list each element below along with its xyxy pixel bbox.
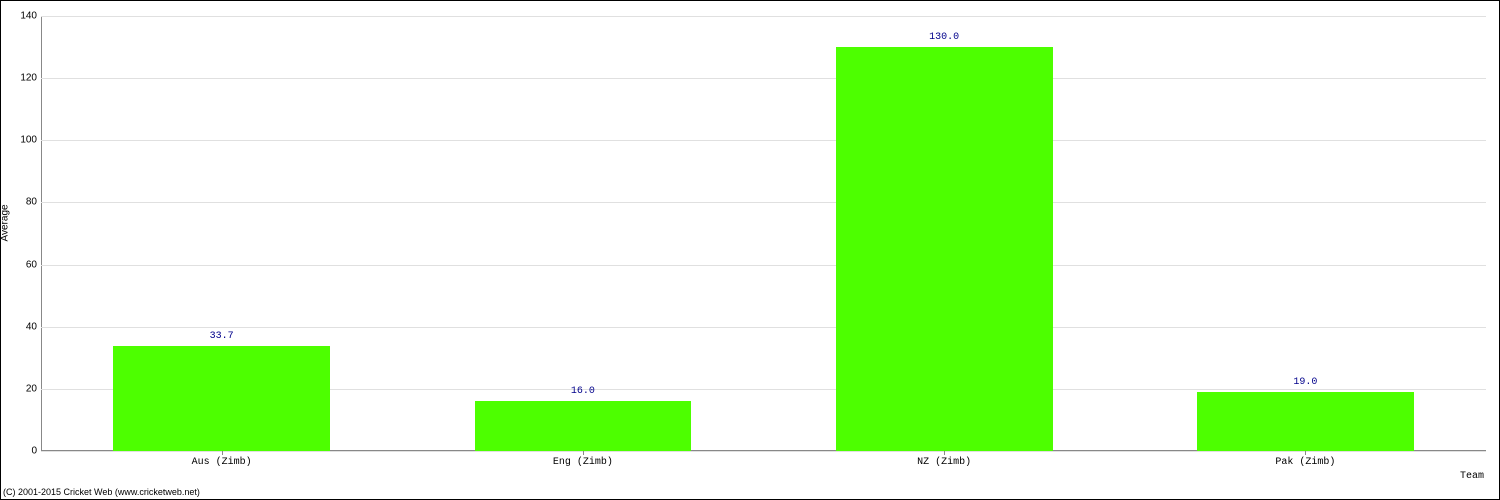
y-tick-label: 140 [20,11,37,22]
bar [1197,392,1414,451]
y-tick-label: 100 [20,135,37,146]
y-tick-label: 60 [26,259,37,270]
bar-value-label: 33.7 [210,331,234,342]
bar [836,47,1053,451]
gridline [41,202,1486,203]
gridline [41,140,1486,141]
chart-container: Average 020406080100120140 33.7Aus (Zimb… [0,0,1500,500]
x-tick-mark [222,451,223,455]
y-tick-label: 80 [26,197,37,208]
gridline [41,16,1486,17]
x-tick-mark [583,451,584,455]
bar [113,346,330,451]
y-axis: Average 020406080100120140 [1,16,41,451]
copyright-text: (C) 2001-2015 Cricket Web (www.cricketwe… [3,487,200,497]
x-tick-label: Pak (Zimb) [1275,457,1335,468]
x-tick-label: Aus (Zimb) [192,457,252,468]
gridline [41,451,1486,452]
bar [475,401,692,451]
y-tick-label: 40 [26,321,37,332]
x-axis-title: Team [1460,471,1484,482]
y-tick-label: 0 [31,446,37,457]
y-axis-line [41,16,42,451]
plot-area: 33.7Aus (Zimb)16.0Eng (Zimb)130.0NZ (Zim… [41,16,1486,451]
gridline [41,265,1486,266]
y-axis-title: Average [0,204,11,241]
y-tick-label: 20 [26,383,37,394]
x-tick-label: NZ (Zimb) [917,457,971,468]
bar-value-label: 130.0 [929,32,959,43]
bar-value-label: 16.0 [571,386,595,397]
x-tick-label: Eng (Zimb) [553,457,613,468]
y-tick-label: 120 [20,73,37,84]
gridline [41,327,1486,328]
x-tick-mark [1305,451,1306,455]
bar-value-label: 19.0 [1293,377,1317,388]
x-tick-mark [944,451,945,455]
gridline [41,78,1486,79]
